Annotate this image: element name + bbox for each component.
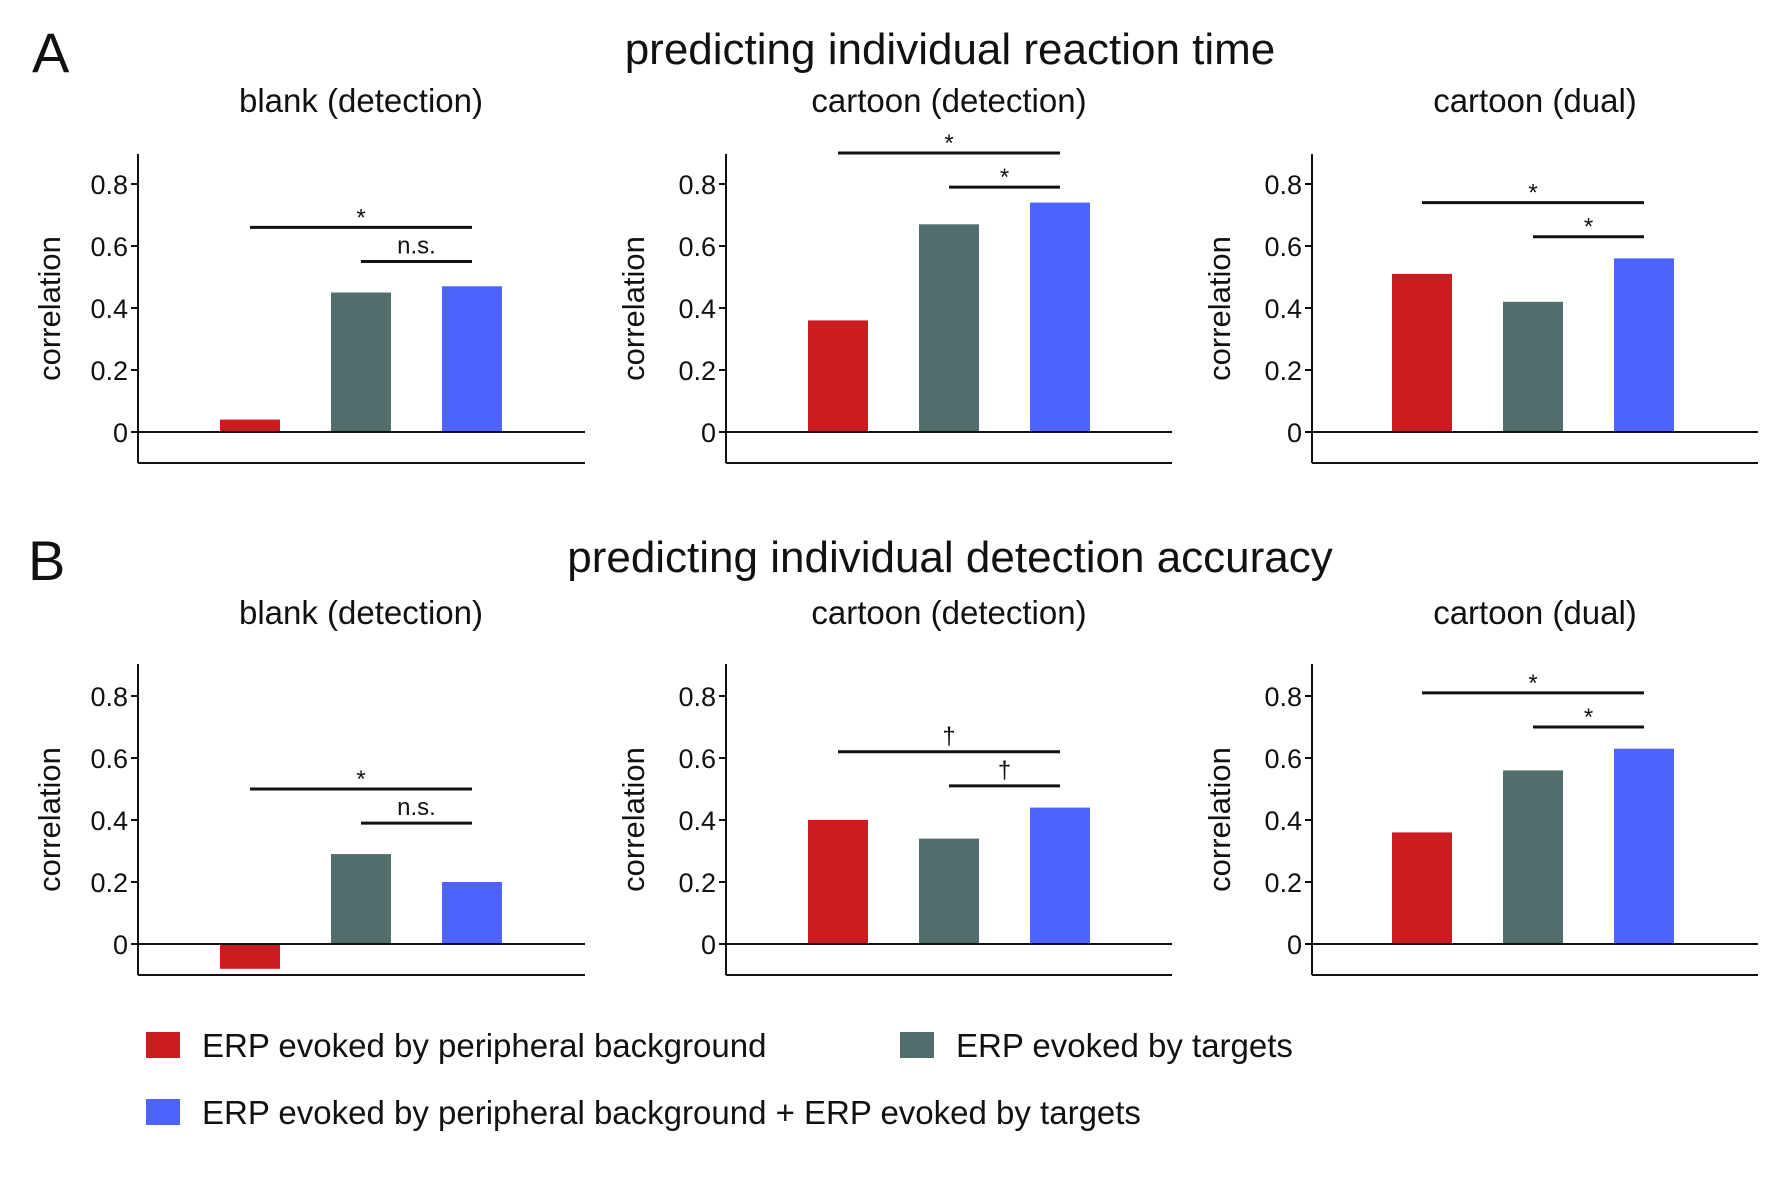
bar-combined (1030, 202, 1090, 432)
y-tick-label: 0.6 (678, 744, 716, 774)
y-tick-label: 0.4 (678, 294, 716, 324)
subplot-1: cartoon (detection) correlation 0 0.2 0.4 0.6… (616, 82, 1172, 464)
bar-combined (1614, 258, 1674, 432)
y-tick-label: 0.6 (1264, 744, 1302, 774)
significance-label: * (356, 766, 365, 793)
subplot-4: cartoon (detection) correlation 0 0.2 0.4 0.6… (616, 594, 1172, 976)
significance-label: † (942, 723, 955, 750)
y-axis-label: correlation (32, 747, 67, 892)
y-tick-label: 0.4 (1264, 806, 1302, 836)
y-tick-label: 0 (1287, 930, 1302, 960)
legend-item: ERP evoked by targets (900, 1027, 1293, 1064)
y-tick-label: 0.4 (678, 806, 716, 836)
y-tick-label: 0.8 (678, 170, 716, 200)
bar-targets (919, 224, 979, 432)
y-axis-label: correlation (616, 747, 651, 892)
y-tick-label: 0.2 (1264, 868, 1302, 898)
y-tick-label: 0.2 (1264, 356, 1302, 386)
legend-label: ERP evoked by peripheral background (202, 1027, 766, 1064)
significance-label: * (1528, 670, 1537, 697)
significance-label: n.s. (397, 233, 436, 260)
y-tick-label: 0.4 (1264, 294, 1302, 324)
y-tick-label: 0 (701, 418, 716, 448)
y-tick-label: 0.8 (90, 682, 128, 712)
y-tick-label: 0.6 (1264, 232, 1302, 262)
bar-peripheral (1392, 273, 1452, 432)
bar-combined (1614, 748, 1674, 944)
y-tick-label: 0 (701, 930, 716, 960)
y-tick-label: 0.4 (90, 806, 128, 836)
y-tick-label: 0.2 (90, 356, 128, 386)
y-tick-label: 0.8 (678, 682, 716, 712)
significance-label: * (1000, 164, 1009, 191)
y-tick-label: 0.8 (1264, 682, 1302, 712)
legend-swatch (146, 1099, 180, 1125)
significance-label: * (1584, 704, 1593, 731)
y-axis-label: correlation (32, 236, 67, 381)
legend-label: ERP evoked by targets (956, 1027, 1293, 1064)
significance-label: † (998, 757, 1011, 784)
subplot-5: cartoon (dual) correlation 0 0.2 0.4 0.6 0.8 * * (1202, 594, 1758, 976)
y-tick-label: 0.4 (90, 294, 128, 324)
row-title: predicting individual reaction time (625, 25, 1276, 74)
y-tick-label: 0.6 (90, 232, 128, 262)
bar-targets (331, 854, 391, 944)
subplot-3: blank (detection) correlation 0 0.2 0.4 0.6 0.… (32, 594, 585, 976)
y-tick-label: 0.2 (678, 356, 716, 386)
subplot-title: blank (detection) (239, 594, 483, 631)
bar-targets (331, 292, 391, 432)
bar-combined (442, 882, 502, 944)
bar-targets (919, 838, 979, 944)
subplot-title: cartoon (detection) (811, 594, 1086, 631)
legend-item: ERP evoked by peripheral background + ER… (146, 1094, 1141, 1131)
bar-targets (1503, 301, 1563, 432)
y-axis-label: correlation (616, 236, 651, 381)
bar-combined (442, 286, 502, 432)
y-axis-label: correlation (1202, 236, 1237, 381)
y-tick-label: 0 (113, 930, 128, 960)
legend-item: ERP evoked by peripheral background (146, 1027, 766, 1064)
subplot-0: blank (detection) correlation 0 0.2 0.4 0.6 0.… (32, 82, 585, 464)
significance-label: * (356, 204, 365, 231)
legend-swatch (146, 1032, 180, 1058)
bar-peripheral (220, 419, 280, 432)
bar-peripheral (220, 944, 280, 969)
y-tick-label: 0.2 (90, 868, 128, 898)
bar-targets (1503, 770, 1563, 944)
legend-swatch (900, 1032, 934, 1058)
row-title: predicting individual detection accuracy (567, 533, 1333, 582)
y-tick-label: 0 (113, 418, 128, 448)
bar-peripheral (808, 820, 868, 944)
panel-letter-a: A (32, 21, 70, 84)
y-tick-label: 0 (1287, 418, 1302, 448)
significance-label: n.s. (397, 794, 436, 821)
bar-combined (1030, 807, 1090, 944)
bar-peripheral (808, 320, 868, 432)
legend-label: ERP evoked by peripheral background + ER… (202, 1094, 1141, 1131)
y-tick-label: 0.6 (90, 744, 128, 774)
subplot-title: cartoon (dual) (1433, 594, 1637, 631)
subplot-title: blank (detection) (239, 82, 483, 119)
y-tick-label: 0.8 (1264, 170, 1302, 200)
y-tick-label: 0.2 (678, 868, 716, 898)
bar-peripheral (1392, 832, 1452, 944)
significance-label: * (1528, 180, 1537, 207)
y-tick-label: 0.6 (678, 232, 716, 262)
panel-letter-b: B (28, 529, 65, 592)
subplot-2: cartoon (dual) correlation 0 0.2 0.4 0.6 0.8 * * (1202, 82, 1758, 464)
subplot-title: cartoon (dual) (1433, 82, 1637, 119)
significance-label: * (1584, 214, 1593, 241)
subplot-title: cartoon (detection) (811, 82, 1086, 119)
y-axis-label: correlation (1202, 747, 1237, 892)
y-tick-label: 0.8 (90, 170, 128, 200)
significance-label: * (944, 130, 953, 157)
